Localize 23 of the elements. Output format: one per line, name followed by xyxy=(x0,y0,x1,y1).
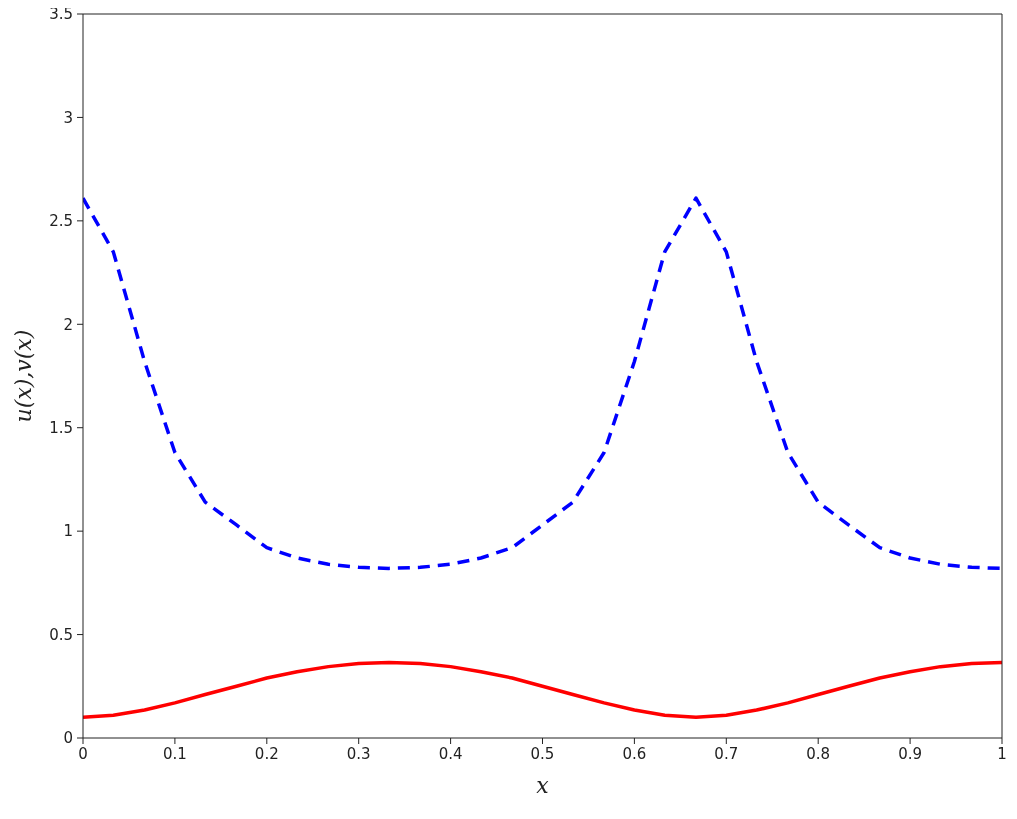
x-tick-label: 0.1 xyxy=(162,744,187,763)
x-tick-label: 0.4 xyxy=(438,744,463,763)
y-tick-label: 1.5 xyxy=(49,419,73,438)
x-tick-label: 0 xyxy=(78,744,88,763)
y-tick-label: 1 xyxy=(63,522,73,541)
line-series xyxy=(83,196,1002,571)
y-tick-label: 2.5 xyxy=(49,212,73,231)
y-axis-title: u(x),v(x) xyxy=(10,329,36,423)
x-tick-label: 0.3 xyxy=(346,744,371,763)
x-tick-label: 0.7 xyxy=(714,744,739,763)
y-tick-label: 3.5 xyxy=(49,5,73,24)
y-tick-label: 0.5 xyxy=(49,625,73,644)
x-tick-label: 1 xyxy=(997,744,1007,763)
x-tick-label: 0.8 xyxy=(806,744,831,763)
x-tick-label: 0.5 xyxy=(530,744,555,763)
y-tick-label: 0 xyxy=(63,729,73,748)
x-axis-title: x xyxy=(536,773,550,798)
x-tick-label: 0.9 xyxy=(898,744,923,763)
y-tick-label: 2 xyxy=(63,315,73,334)
x-tick-label: 0.2 xyxy=(254,744,279,763)
y-tick-label: 3 xyxy=(63,108,73,127)
x-tick-label: 0.6 xyxy=(622,744,647,763)
line-series xyxy=(83,660,1002,720)
